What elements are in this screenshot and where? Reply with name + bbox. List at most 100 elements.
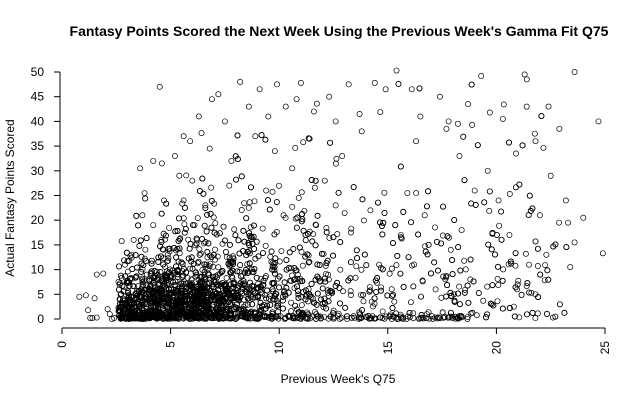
data-point <box>292 302 299 309</box>
data-point <box>247 184 254 191</box>
data-point <box>262 305 269 312</box>
data-point <box>306 258 313 265</box>
data-point <box>323 229 330 236</box>
data-point <box>416 85 423 92</box>
data-point <box>273 199 280 205</box>
data-point <box>243 314 250 321</box>
data-point <box>316 262 323 268</box>
y-tick-label: 0 <box>37 312 44 326</box>
data-point <box>294 283 300 290</box>
data-point <box>456 301 463 308</box>
data-point <box>133 273 140 280</box>
data-point <box>176 245 183 252</box>
plot-area <box>76 67 606 322</box>
data-point <box>293 224 300 231</box>
data-point <box>311 184 318 191</box>
data-point <box>188 254 195 261</box>
data-point <box>215 302 222 309</box>
data-point <box>163 275 170 282</box>
data-point <box>193 293 199 300</box>
data-point <box>356 111 363 117</box>
data-point <box>330 252 337 259</box>
data-point <box>488 246 495 253</box>
data-point <box>244 270 251 277</box>
data-point <box>205 240 212 247</box>
data-point <box>323 305 330 312</box>
x-tick-label: 5 <box>164 341 178 348</box>
data-point <box>263 187 270 194</box>
data-point <box>158 301 165 308</box>
data-point <box>523 283 530 289</box>
data-point <box>221 118 228 125</box>
data-point <box>155 258 162 265</box>
data-point <box>321 314 327 320</box>
data-point <box>260 282 267 289</box>
x-axis-ticks: 0 5 10 15 20 25 <box>55 328 612 354</box>
data-point <box>140 281 147 288</box>
data-point <box>218 269 225 276</box>
data-point <box>230 255 237 262</box>
data-point <box>206 271 212 278</box>
data-point <box>432 286 439 293</box>
data-point <box>93 271 100 278</box>
data-point <box>155 280 162 287</box>
data-point <box>336 315 343 322</box>
data-point <box>523 76 530 83</box>
data-point <box>154 276 161 283</box>
data-point <box>478 72 485 79</box>
data-point <box>208 96 215 103</box>
data-point <box>443 293 450 300</box>
data-point <box>444 233 451 240</box>
data-point <box>157 288 164 295</box>
data-point <box>341 210 348 216</box>
data-point <box>275 315 282 322</box>
data-point <box>475 290 482 296</box>
data-point <box>544 310 550 317</box>
data-point <box>283 284 290 291</box>
data-point <box>252 133 259 140</box>
data-point <box>243 252 250 259</box>
data-point <box>207 297 214 304</box>
data-point <box>245 295 252 302</box>
data-point <box>211 229 218 236</box>
data-point <box>158 239 165 245</box>
data-point <box>381 189 388 196</box>
data-point <box>419 277 426 284</box>
data-point <box>562 197 569 204</box>
data-point <box>165 290 172 297</box>
data-point <box>379 266 386 273</box>
data-point <box>189 177 196 184</box>
data-point <box>413 138 419 145</box>
data-point <box>422 248 429 255</box>
data-point <box>143 258 150 265</box>
data-point <box>246 199 253 206</box>
data-point <box>444 282 451 289</box>
data-point <box>150 157 157 164</box>
data-point <box>329 289 335 296</box>
data-point <box>480 297 487 304</box>
data-point <box>212 220 219 227</box>
data-point <box>435 267 441 274</box>
data-point <box>153 296 160 303</box>
data-point <box>193 240 200 247</box>
data-point <box>165 257 172 264</box>
data-point <box>190 222 196 229</box>
data-point <box>347 292 354 298</box>
data-point <box>294 275 301 282</box>
data-point <box>408 219 414 226</box>
data-point <box>268 248 275 255</box>
data-point <box>485 241 492 248</box>
data-point <box>464 315 471 322</box>
data-point <box>256 86 263 93</box>
data-point <box>319 285 326 292</box>
data-point <box>158 253 164 260</box>
data-point <box>296 244 303 251</box>
data-point <box>460 133 467 140</box>
data-point <box>445 118 452 125</box>
data-point <box>210 293 217 300</box>
data-point <box>447 246 454 253</box>
data-point <box>247 315 254 322</box>
data-point <box>415 231 422 238</box>
data-point <box>512 250 519 257</box>
data-point <box>212 278 219 285</box>
